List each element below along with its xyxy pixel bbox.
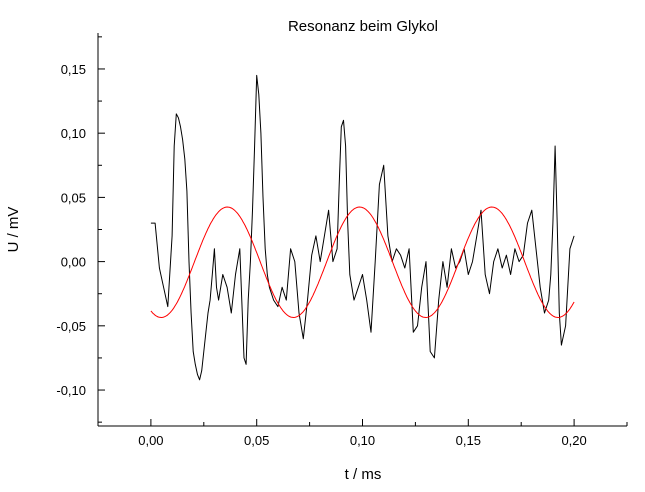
series-line-2: [150, 206, 575, 318]
series-line-1: [150, 74, 575, 381]
axes: [97, 33, 627, 427]
y-tick-label: 0,10: [61, 126, 86, 141]
x-tick-label: 0,15: [456, 433, 481, 448]
x-tick-label: 0,00: [138, 433, 163, 448]
y-tick-label: 0,00: [61, 255, 86, 270]
y-tick-label: 0,15: [61, 62, 86, 77]
y-tick-label: -0,10: [56, 383, 86, 398]
x-tick-label: 0,05: [244, 433, 269, 448]
chart-title: Resonanz beim Glykol: [288, 18, 438, 35]
y-ticks: -0,10 -0,05 0,00 0,05 0,10 0,15: [56, 36, 105, 423]
plot-area: [150, 74, 575, 381]
x-axis-title: t / ms: [345, 466, 382, 483]
x-tick-label: 0,10: [350, 433, 375, 448]
y-axis-title: U / mV: [5, 207, 22, 253]
x-tick-label: 0,20: [561, 433, 586, 448]
y-tick-label: -0,05: [56, 319, 86, 334]
y-tick-label: 0,05: [61, 190, 86, 205]
x-ticks: 0,00 0,05 0,10 0,15 0,20: [97, 419, 628, 448]
